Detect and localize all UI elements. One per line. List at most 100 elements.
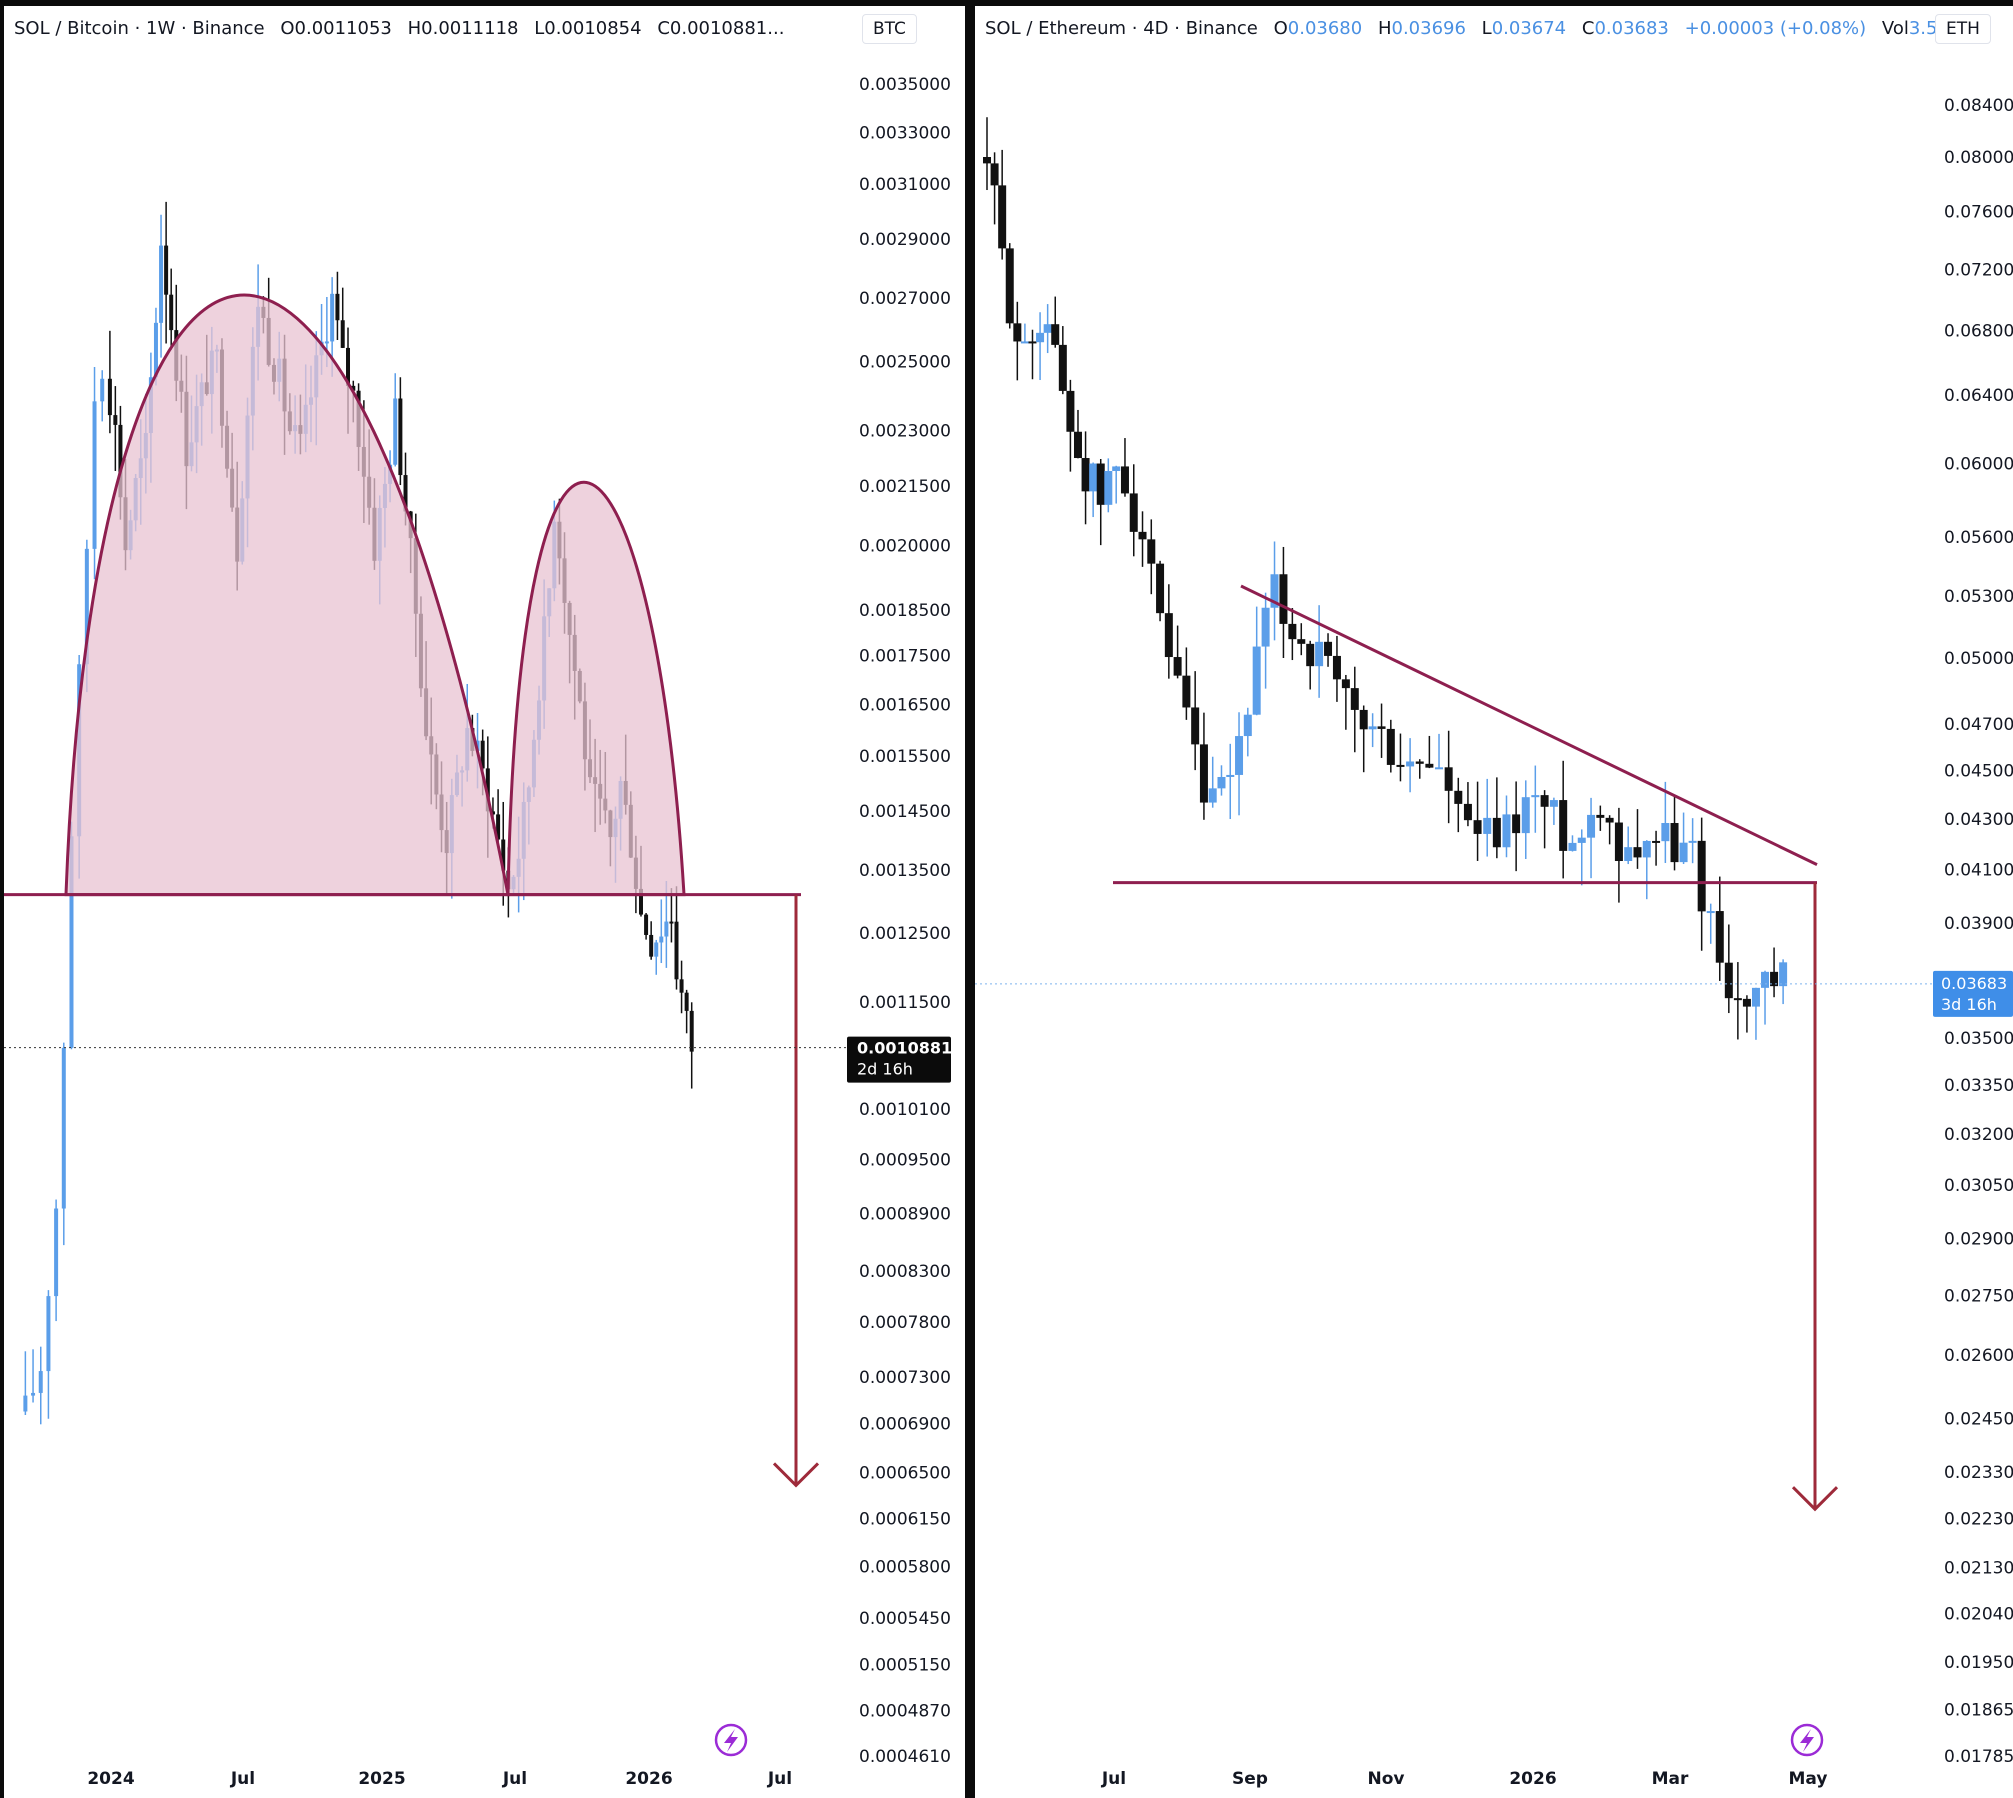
candle — [1444, 767, 1453, 791]
y-tick-label: 0.02900 — [1944, 1230, 2013, 1250]
candle — [1406, 761, 1415, 767]
last-price-badge — [847, 1036, 951, 1083]
symbol-label[interactable]: SOL / Bitcoin · 1W · Binance — [14, 18, 265, 39]
y-tick-label: 0.0015500 — [859, 747, 951, 767]
y-tick-label: 0.0006500 — [859, 1464, 951, 1484]
candle — [1577, 837, 1586, 843]
candle — [38, 1371, 43, 1393]
close-label: C — [1581, 18, 1595, 39]
x-tick-label: Jul — [230, 1769, 255, 1789]
y-tick-label: 0.0008900 — [859, 1204, 951, 1224]
candle — [1129, 493, 1138, 532]
candle — [1341, 679, 1350, 689]
chart-panel-sol-eth[interactable]: SOL / Ethereum · 4D · Binance O0.03680 H… — [975, 6, 2013, 1798]
candle — [351, 385, 356, 391]
y-tick-label: 0.01950 — [1944, 1653, 2013, 1673]
y-tick-label: 0.0035000 — [859, 75, 951, 95]
pattern-arc-right — [506, 480, 686, 897]
candle — [1243, 714, 1252, 737]
high-label: H — [407, 18, 422, 39]
candle — [330, 293, 335, 342]
candle — [393, 398, 398, 465]
candle — [1670, 823, 1679, 863]
candle — [1199, 744, 1208, 803]
low-label: L — [1481, 18, 1492, 39]
y-tick-label: 0.02450 — [1944, 1409, 2013, 1429]
y-tick-label: 0.02600 — [1944, 1346, 2013, 1366]
candle — [1779, 962, 1788, 987]
y-tick-label: 0.03200 — [1944, 1125, 2013, 1145]
currency-button[interactable]: ETH — [1935, 14, 1991, 44]
chart-panel-sol-btc[interactable]: SOL / Bitcoin · 1W · Binance O0.0011053 … — [4, 6, 965, 1798]
target-arrow-head — [1791, 1486, 1839, 1512]
candle — [689, 1010, 694, 1052]
candle — [1081, 458, 1090, 492]
y-tick-label: 0.0004870 — [859, 1702, 951, 1722]
y-tick-label: 0.0007300 — [859, 1368, 951, 1388]
candle — [1770, 971, 1779, 987]
y-tick-label: 0.03350 — [1944, 1076, 2013, 1096]
candle — [1549, 800, 1558, 807]
candle — [54, 1208, 59, 1297]
candle — [1368, 726, 1377, 730]
x-tick-label: 2024 — [87, 1769, 134, 1789]
candle — [1138, 531, 1147, 540]
y-tick-label: 0.07600 — [1944, 203, 2013, 223]
lightning-icon-glyph — [1800, 1729, 1814, 1752]
y-tick-label: 0.07200 — [1944, 260, 2013, 280]
x-tick-label: 2026 — [625, 1769, 672, 1789]
candle — [679, 979, 684, 993]
candle — [1104, 471, 1113, 505]
candle — [1568, 842, 1577, 851]
y-tick-label: 0.05600 — [1944, 528, 2013, 548]
candle — [1425, 763, 1434, 768]
candle — [1396, 764, 1405, 767]
candle — [1596, 814, 1605, 818]
candle — [684, 992, 689, 1011]
open-label: O — [1273, 18, 1288, 39]
candle — [1208, 788, 1217, 803]
symbol-label[interactable]: SOL / Ethereum · 4D · Binance — [985, 18, 1258, 39]
candle — [1559, 800, 1568, 851]
last-price-value: 0.03683 — [1941, 974, 2007, 993]
candle — [1120, 466, 1129, 494]
countdown-value: 3d 16h — [1941, 995, 1997, 1014]
candle — [1492, 817, 1501, 848]
y-tick-label: 0.0014500 — [859, 802, 951, 822]
low-label: L — [534, 18, 545, 39]
candle — [480, 740, 485, 769]
candle — [659, 936, 664, 943]
candlestick-chart-left[interactable]: 0.0035000 0.0033000 0.0031000 0.0029000 0.00… — [4, 6, 965, 1798]
candle — [1435, 767, 1444, 770]
change-value: +0.00003 (+0.08%) — [1684, 18, 1867, 39]
y-tick-label: 0.0012500 — [859, 924, 951, 944]
chart-header-left: SOL / Bitcoin · 1W · Binance O0.0011053 … — [14, 18, 784, 39]
y-tick-label: 0.0010100 — [859, 1100, 951, 1120]
candle — [664, 921, 669, 937]
y-tick-label: 0.0006900 — [859, 1414, 951, 1434]
currency-button[interactable]: BTC — [862, 14, 917, 44]
candle — [69, 836, 74, 1048]
close-value: 0.0010881... — [669, 18, 785, 39]
y-tick-label: 0.02130 — [1944, 1559, 2013, 1579]
candle — [1531, 795, 1540, 798]
candle — [118, 424, 123, 498]
candle — [340, 320, 345, 348]
chart-header-right: SOL / Ethereum · 4D · Binance O0.03680 H… — [985, 18, 1984, 39]
x-tick-label: Sep — [1232, 1769, 1268, 1789]
candle — [644, 914, 649, 935]
candle — [1005, 248, 1014, 324]
x-tick-label: May — [1789, 1769, 1828, 1789]
y-tick-label: 0.02040 — [1944, 1605, 2013, 1625]
candle — [61, 1047, 66, 1209]
y-tick-label: 0.0023000 — [859, 421, 951, 441]
candle — [100, 378, 105, 402]
candle — [1217, 776, 1226, 789]
y-tick-label: 0.02330 — [1944, 1463, 2013, 1483]
candle — [654, 942, 659, 957]
candle — [1540, 795, 1549, 807]
countdown-value: 2d 16h — [857, 1060, 913, 1079]
candlestick-chart-right[interactable]: 0.08400 0.08000 0.07600 0.07200 0.06800 0.064… — [975, 6, 2013, 1798]
close-value: 0.03683 — [1594, 18, 1669, 39]
y-tick-label: 0.02750 — [1944, 1286, 2013, 1306]
